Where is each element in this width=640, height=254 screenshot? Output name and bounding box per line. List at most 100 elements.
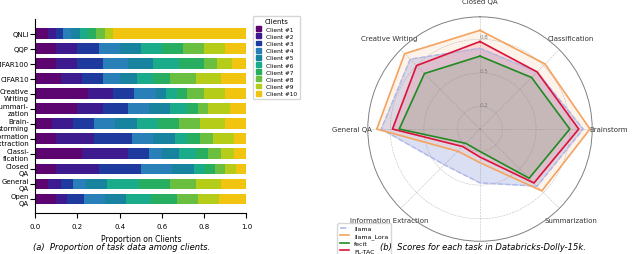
Bar	[35, 119, 52, 130]
Bar	[225, 119, 246, 130]
Bar	[82, 74, 103, 85]
Bar	[88, 89, 113, 100]
Bar	[188, 89, 204, 100]
Bar	[86, 179, 107, 190]
Bar	[170, 104, 188, 115]
Bar	[136, 74, 154, 85]
Bar	[77, 59, 103, 70]
Bar	[219, 194, 246, 204]
Bar	[139, 179, 170, 190]
Bar	[56, 29, 63, 40]
Bar	[35, 29, 48, 40]
Polygon shape	[381, 49, 583, 186]
Bar	[141, 164, 173, 175]
Bar	[97, 29, 105, 40]
Bar	[162, 149, 179, 160]
Bar	[61, 179, 73, 190]
Bar	[99, 44, 120, 55]
Bar	[77, 44, 99, 55]
Bar	[103, 74, 120, 85]
Bar	[113, 89, 134, 100]
Bar	[35, 149, 82, 160]
Bar	[35, 74, 61, 85]
Bar	[126, 194, 152, 204]
Bar	[196, 74, 221, 85]
Bar	[82, 149, 128, 160]
Bar	[225, 44, 246, 55]
Polygon shape	[399, 57, 570, 179]
Bar	[103, 59, 128, 70]
Bar	[154, 134, 175, 145]
Bar	[35, 194, 56, 204]
Bar	[157, 119, 179, 130]
Bar	[234, 134, 246, 145]
Bar	[215, 164, 225, 175]
Bar	[170, 179, 196, 190]
Bar	[221, 149, 234, 160]
Bar	[200, 134, 212, 145]
Bar	[35, 59, 56, 70]
Bar	[179, 149, 196, 160]
Bar	[152, 194, 177, 204]
Bar	[166, 89, 177, 100]
Bar	[107, 179, 139, 190]
Bar	[217, 59, 232, 70]
Bar	[156, 89, 166, 100]
Bar	[154, 59, 179, 70]
Bar	[177, 194, 198, 204]
Bar	[234, 149, 246, 160]
Bar	[136, 119, 157, 130]
Bar	[175, 134, 188, 145]
Bar	[56, 164, 99, 175]
Bar	[115, 119, 136, 130]
Bar	[204, 59, 217, 70]
Bar	[94, 134, 132, 145]
Bar	[35, 134, 56, 145]
Bar	[52, 119, 73, 130]
Polygon shape	[377, 31, 590, 191]
Bar	[236, 164, 246, 175]
Bar	[128, 149, 149, 160]
Bar	[170, 74, 196, 85]
Bar	[221, 179, 246, 190]
Bar	[204, 89, 225, 100]
Bar	[162, 44, 183, 55]
Bar	[56, 44, 77, 55]
Legend: Client #1, Client #2, Client #3, Client #4, Client #5, Client #6, Client #7, Cli: Client #1, Client #2, Client #3, Client …	[253, 17, 300, 100]
X-axis label: Proportion on Clients: Proportion on Clients	[100, 234, 181, 244]
Bar	[71, 29, 79, 40]
Bar	[204, 164, 215, 175]
Bar	[196, 149, 209, 160]
Bar	[56, 194, 67, 204]
Bar	[99, 164, 141, 175]
Bar	[200, 119, 225, 130]
Bar	[103, 104, 128, 115]
Bar	[179, 119, 200, 130]
Bar	[77, 104, 103, 115]
Bar	[204, 44, 225, 55]
Bar	[232, 59, 246, 70]
Bar	[48, 179, 61, 190]
Bar	[209, 104, 230, 115]
Bar	[67, 194, 84, 204]
Bar	[35, 44, 56, 55]
Bar	[179, 59, 204, 70]
Bar	[35, 179, 48, 190]
Bar	[128, 59, 154, 70]
Bar	[35, 164, 56, 175]
Bar	[209, 149, 221, 160]
Bar	[128, 104, 149, 115]
Bar	[154, 74, 170, 85]
Bar	[84, 194, 105, 204]
Bar	[94, 119, 115, 130]
Bar	[230, 104, 246, 115]
Bar	[134, 89, 156, 100]
Bar	[48, 29, 56, 40]
Bar	[149, 149, 162, 160]
Bar	[149, 104, 170, 115]
Bar	[63, 29, 71, 40]
Bar	[113, 29, 246, 40]
Bar	[188, 104, 198, 115]
Bar	[193, 164, 204, 175]
Bar	[61, 74, 82, 85]
